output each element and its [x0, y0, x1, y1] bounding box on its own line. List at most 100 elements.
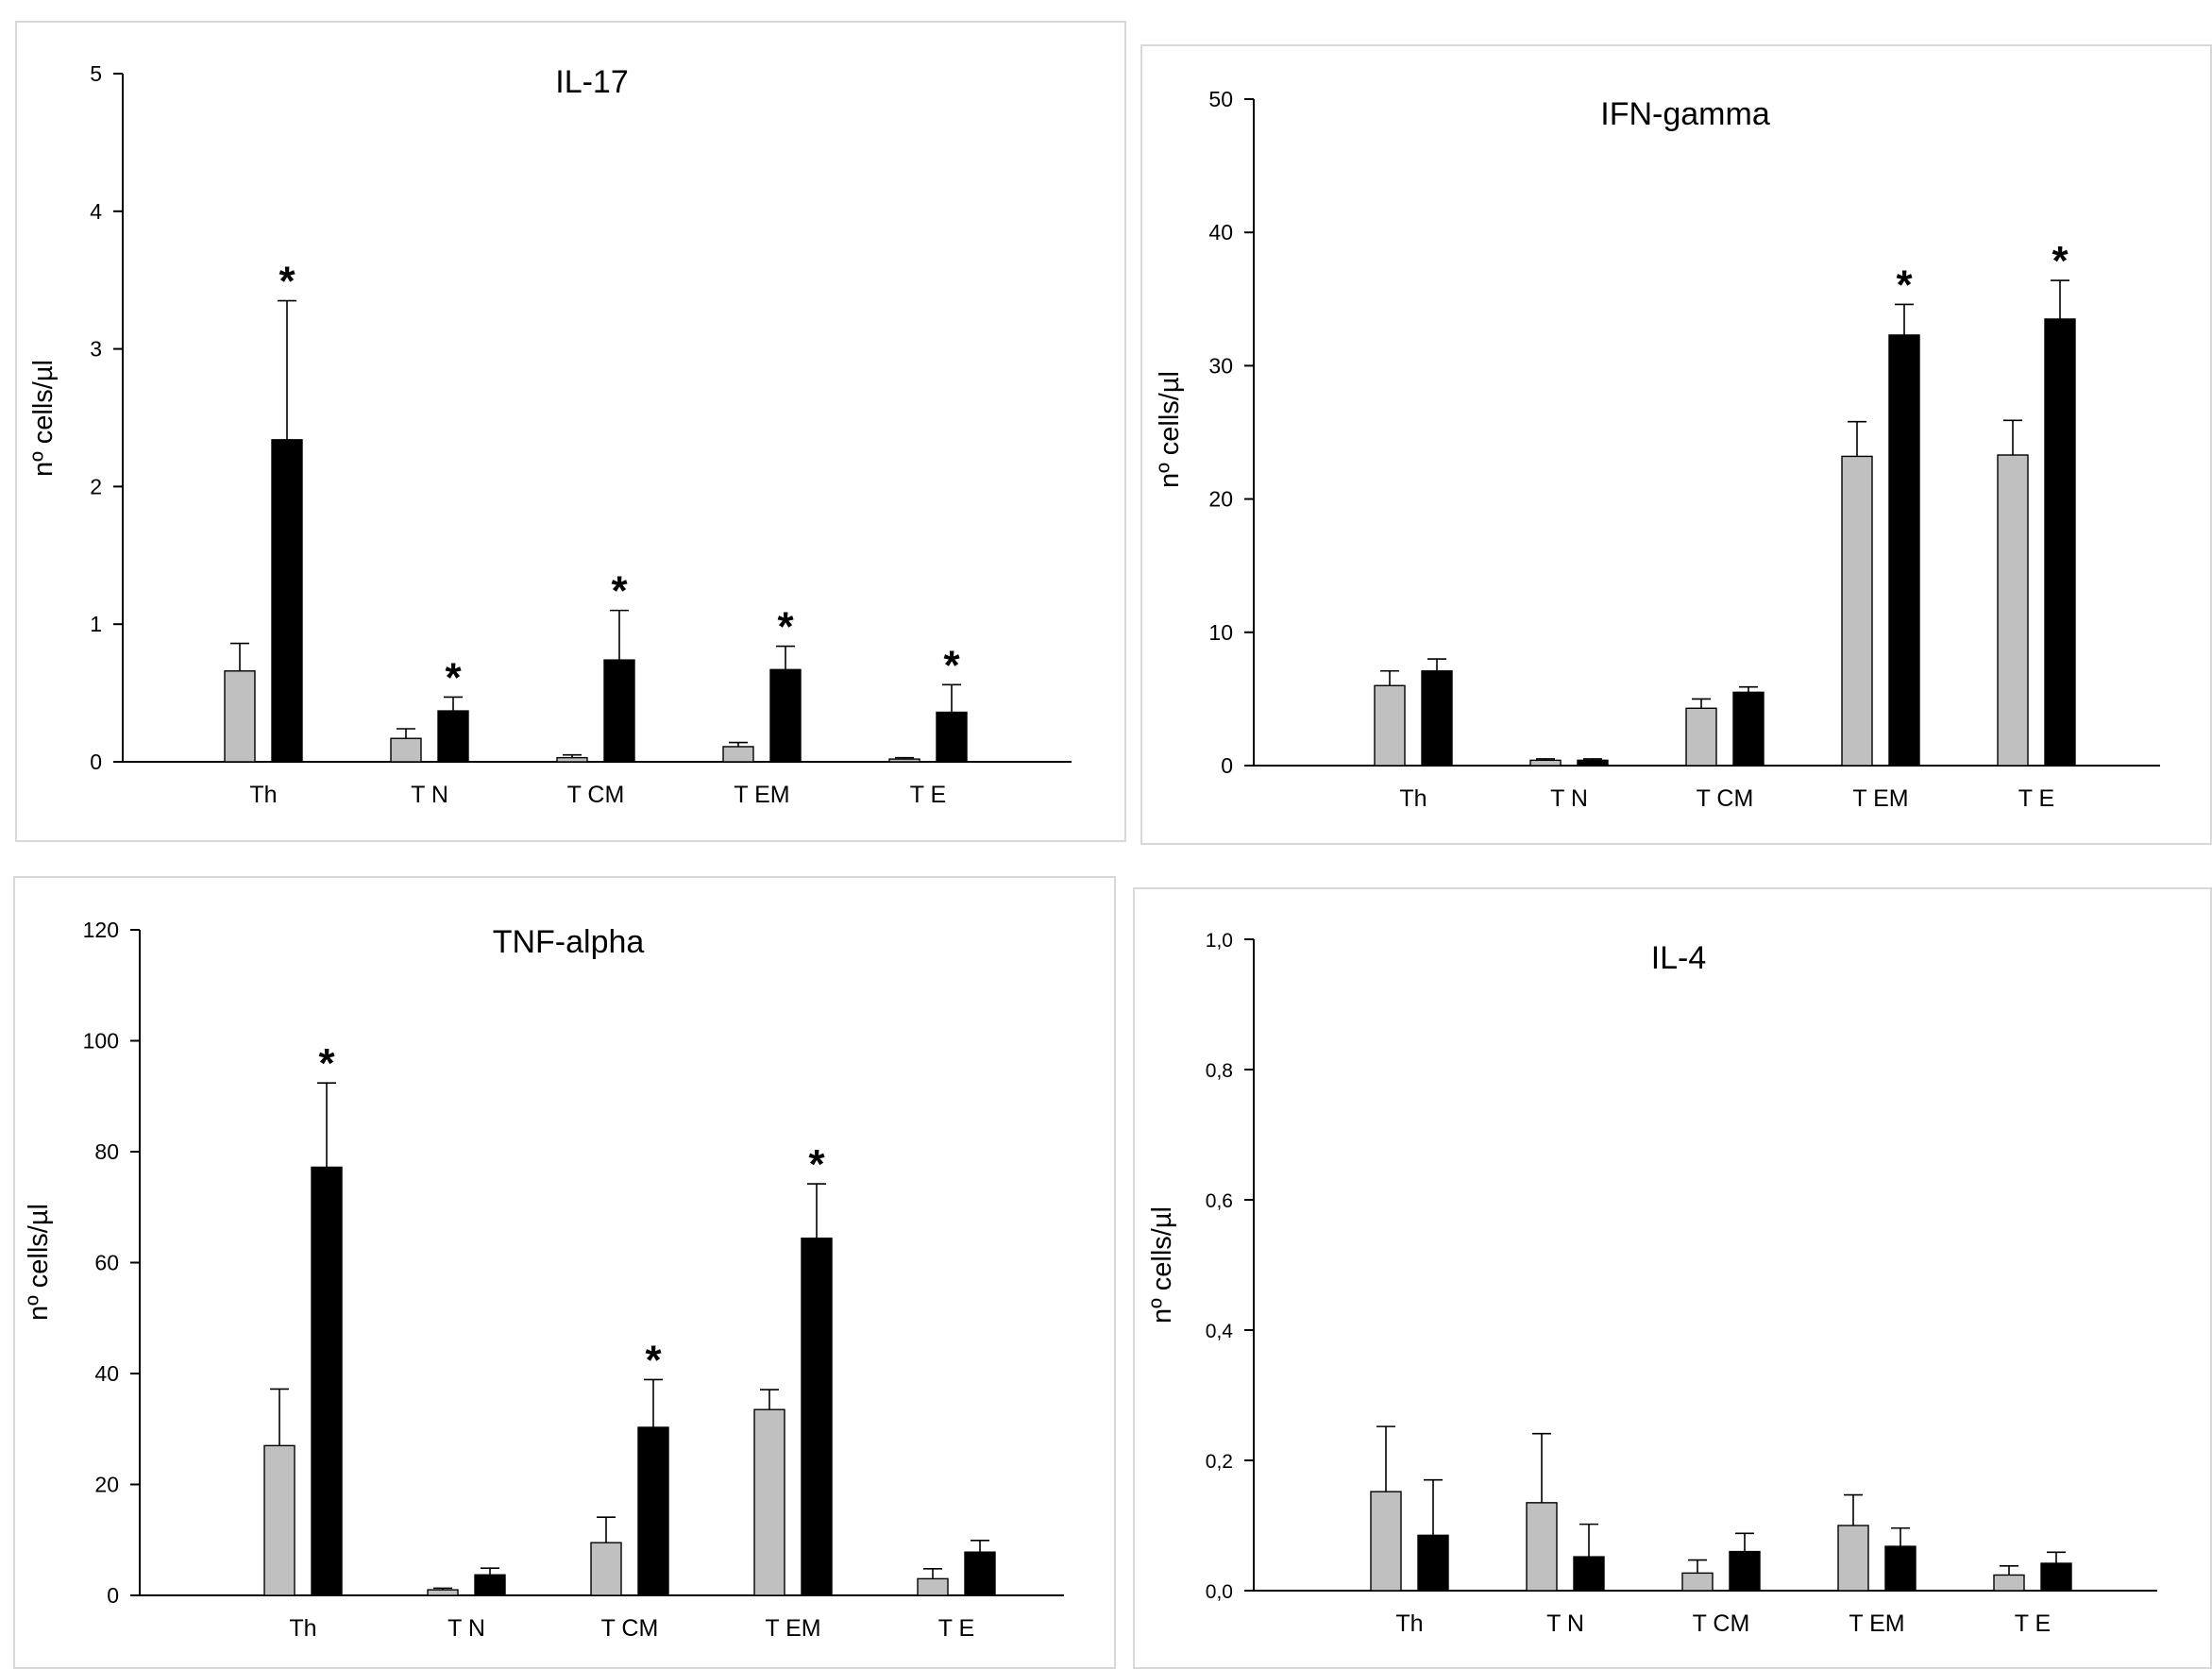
- panel-tnf-alpha: [13, 876, 1116, 1669]
- y-tick-label: 100: [83, 1029, 119, 1054]
- bar-group1: [390, 737, 422, 763]
- bar-group1: [224, 670, 256, 763]
- y-tick-label: 20: [1208, 487, 1233, 512]
- chart-title: IL-17: [555, 64, 629, 100]
- y-tick-label: 1,0: [1206, 930, 1233, 952]
- bar-group1: [753, 1408, 785, 1596]
- bar-group2: [437, 710, 469, 763]
- y-tick-label: 0,0: [1206, 1581, 1233, 1603]
- y-tick-label: 1: [90, 612, 102, 636]
- bar-group1: [1681, 1572, 1714, 1592]
- bar-group2: [1884, 1545, 1917, 1592]
- bar-group2: [2044, 318, 2076, 767]
- panel-ifn-gamma: [1140, 44, 2212, 845]
- bar-group2: [271, 439, 303, 763]
- significance-marker: *: [1896, 261, 1913, 308]
- panel-il4: [1133, 887, 2212, 1669]
- y-axis-label: nº cells/µl: [28, 360, 59, 477]
- bar-group1: [1841, 455, 1873, 767]
- x-category-label: T N: [411, 782, 448, 808]
- bar-group2: [1577, 759, 1609, 767]
- chart-title: IL-4: [1651, 940, 1707, 976]
- bar-group2: [1421, 670, 1453, 767]
- x-category-label: T EM: [765, 1615, 820, 1642]
- panel-il17: [15, 21, 1126, 842]
- y-tick-label: 2: [90, 474, 102, 498]
- x-category-label: T E: [2018, 785, 2054, 812]
- x-category-label: T E: [2015, 1610, 2051, 1637]
- x-category-label: Th: [249, 782, 277, 808]
- y-tick-label: 20: [94, 1473, 119, 1497]
- bar-group1: [1374, 684, 1406, 767]
- bar-group1: [1685, 707, 1717, 767]
- bar-group2: [1732, 691, 1765, 767]
- bar-group2: [474, 1574, 506, 1596]
- x-category-label: T N: [1550, 785, 1588, 812]
- significance-marker: *: [318, 1040, 335, 1087]
- bar-group2: [1729, 1550, 1761, 1592]
- bar-group1: [1370, 1491, 1402, 1592]
- bar-group2: [603, 659, 635, 763]
- significance-marker: *: [611, 568, 628, 615]
- y-tick-label: 0,2: [1206, 1451, 1233, 1473]
- y-tick-label: 5: [90, 61, 102, 86]
- x-category-label: T CM: [1693, 1610, 1750, 1637]
- bar-group2: [769, 668, 802, 763]
- y-axis-label: nº cells/µl: [1147, 1206, 1177, 1323]
- bar-group2: [1573, 1556, 1605, 1592]
- bar-group1: [1993, 1574, 2025, 1592]
- y-tick-label: 120: [83, 918, 119, 942]
- bar-group1: [1526, 1502, 1558, 1592]
- significance-marker: *: [645, 1337, 662, 1383]
- bar-group2: [801, 1237, 833, 1596]
- x-category-label: Th: [1395, 1610, 1423, 1637]
- y-tick-label: 0,4: [1206, 1321, 1234, 1342]
- y-tick-label: 0: [107, 1583, 119, 1608]
- x-category-label: T EM: [1852, 785, 1908, 812]
- significance-marker: *: [943, 642, 960, 688]
- bar-group1: [590, 1542, 622, 1596]
- bar-group1: [556, 756, 588, 763]
- y-tick-label: 30: [1208, 353, 1233, 378]
- x-category-label: Th: [289, 1615, 316, 1642]
- y-tick-label: 0,8: [1206, 1060, 1233, 1082]
- bar-group2: [936, 711, 968, 763]
- y-tick-label: 10: [1208, 620, 1233, 645]
- x-category-label: T E: [938, 1615, 974, 1642]
- bar-group1: [1529, 759, 1562, 767]
- x-category-label: Th: [1399, 785, 1427, 812]
- y-tick-label: 50: [1208, 87, 1233, 111]
- x-category-label: T E: [910, 782, 946, 808]
- significance-marker: *: [808, 1141, 825, 1188]
- y-tick-label: 0,6: [1206, 1190, 1233, 1212]
- x-category-label: T CM: [567, 782, 625, 808]
- chart-title: TNF-alpha: [493, 924, 645, 960]
- x-category-label: T EM: [1849, 1610, 1904, 1637]
- y-tick-label: 0: [1221, 753, 1233, 778]
- bar-group1: [917, 1577, 949, 1596]
- y-tick-label: 40: [94, 1361, 119, 1386]
- significance-marker: *: [279, 259, 295, 305]
- y-tick-label: 40: [1208, 220, 1233, 244]
- y-axis-label: nº cells/µl: [1155, 371, 1185, 488]
- y-axis-label: nº cells/µl: [24, 1204, 54, 1321]
- bar-group2: [1417, 1534, 1449, 1592]
- significance-marker: *: [777, 604, 794, 650]
- x-category-label: T N: [1546, 1610, 1584, 1637]
- bar-group1: [722, 746, 754, 763]
- y-tick-label: 60: [94, 1251, 119, 1275]
- chart-title: IFN-gamma: [1600, 96, 1770, 132]
- y-tick-label: 4: [90, 199, 102, 224]
- y-tick-label: 80: [94, 1139, 119, 1164]
- bar-group2: [311, 1166, 343, 1596]
- y-tick-label: 3: [90, 337, 102, 362]
- bar-group1: [427, 1589, 459, 1596]
- x-category-label: T CM: [1697, 785, 1754, 812]
- x-category-label: T EM: [734, 782, 789, 808]
- bar-group2: [637, 1426, 669, 1596]
- bar-group2: [2040, 1562, 2072, 1592]
